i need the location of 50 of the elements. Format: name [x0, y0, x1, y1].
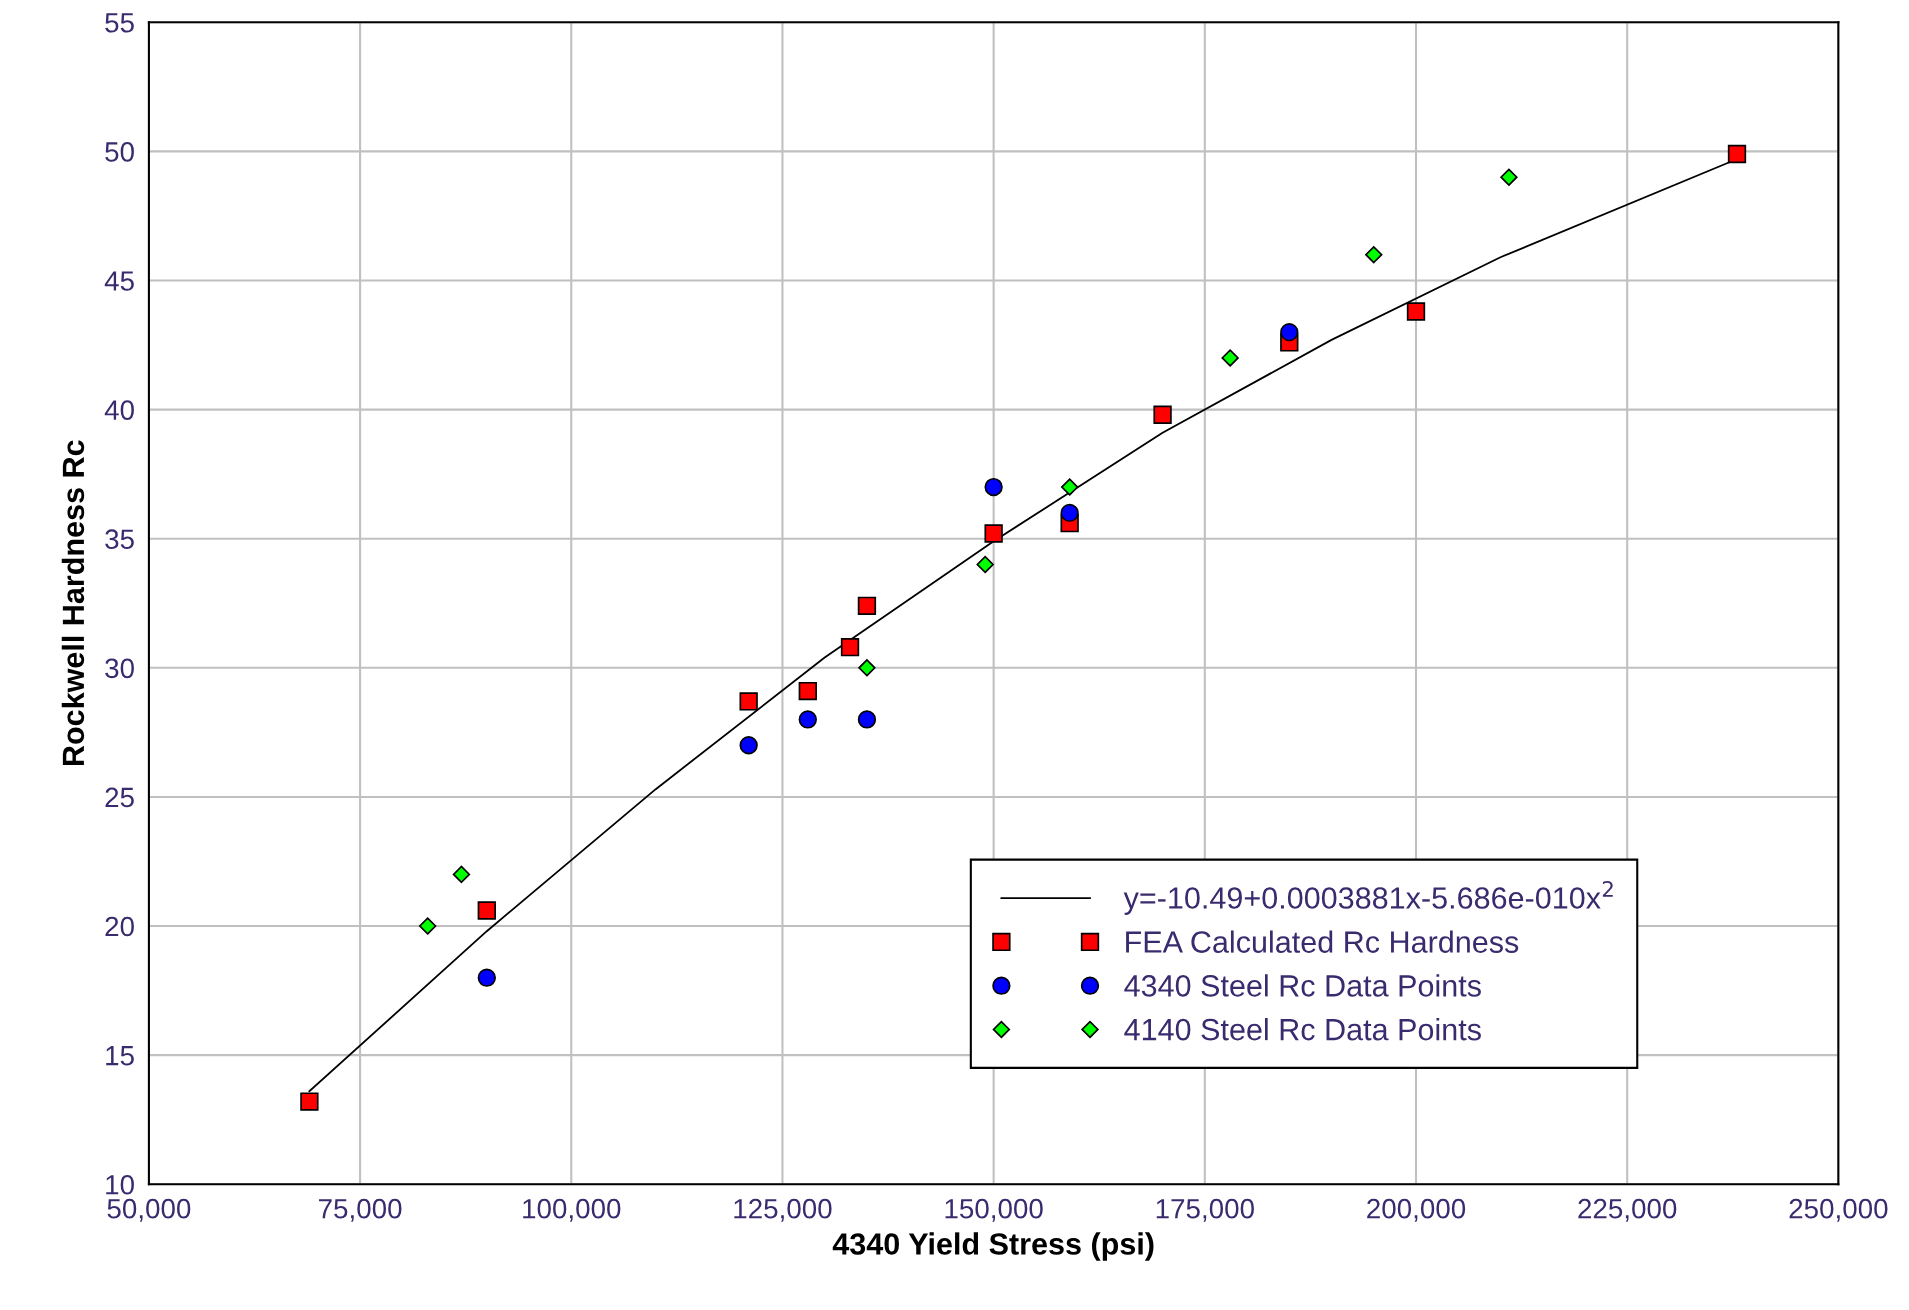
point — [739, 692, 758, 711]
y-axis-title: Rockwell Hardness Rc — [61, 440, 85, 766]
y-tick-label: 50 — [105, 142, 134, 162]
point — [739, 736, 758, 755]
y-tick-label: 30 — [105, 658, 134, 679]
point — [840, 637, 860, 657]
point — [798, 710, 817, 729]
point — [1365, 245, 1383, 264]
legend-label: 4140 Steel Rc Data Points — [1124, 1018, 1481, 1041]
point — [1500, 168, 1518, 186]
point — [1060, 503, 1079, 523]
y-tick-label: 35 — [105, 529, 134, 550]
x-tick-label: 175,000 — [1156, 1198, 1254, 1222]
y-tick-label: 25 — [105, 787, 134, 808]
y-tick-label: 55 — [105, 13, 134, 33]
point — [984, 477, 1003, 497]
x-tick-label: 75,000 — [319, 1198, 402, 1222]
point — [1153, 405, 1172, 424]
y-tick-label: 20 — [105, 916, 134, 937]
y-tick-label: 40 — [104, 400, 134, 420]
x-tick-label: 250,000 — [1789, 1198, 1888, 1222]
x-axis-title: 4340 Yield Stress (psi) — [832, 1232, 1154, 1261]
point — [857, 710, 877, 729]
legend-label: FEA Calculated Rc Hardness — [1126, 930, 1519, 953]
point — [798, 681, 817, 701]
x-tick-label: 50,000 — [107, 1198, 191, 1222]
x-tick-label: 225,000 — [1578, 1198, 1677, 1222]
legend-label: y=-10.49+0.0003881x-5.686e-010x$^{2}$ — [1123, 880, 1613, 915]
point — [477, 968, 496, 987]
point — [452, 865, 471, 884]
y-tick-label: 10 — [106, 1174, 134, 1195]
point — [984, 524, 1003, 543]
y-tick-label: 45 — [104, 271, 134, 291]
x-tick-label: 200,000 — [1367, 1198, 1466, 1222]
point — [976, 555, 994, 574]
x-tick-label: 125,000 — [734, 1198, 832, 1222]
point — [300, 1092, 319, 1111]
point — [1406, 302, 1426, 321]
x-tick-label: 100,000 — [523, 1198, 621, 1222]
point — [1727, 144, 1747, 164]
point — [1060, 478, 1079, 496]
point — [1221, 349, 1239, 367]
y-tick-label: 15 — [106, 1046, 134, 1066]
point — [858, 659, 876, 677]
point — [857, 596, 877, 616]
x-tick-label: 150,000 — [945, 1198, 1043, 1222]
point — [477, 901, 496, 920]
point — [418, 917, 437, 935]
legend-label: 4340 Steel Rc Data Points — [1124, 974, 1481, 997]
point — [1280, 322, 1299, 342]
